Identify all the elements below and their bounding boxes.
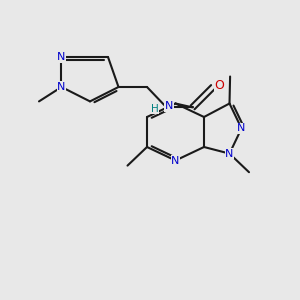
Text: N: N — [165, 101, 173, 111]
Text: H: H — [151, 104, 159, 114]
Text: O: O — [215, 79, 224, 92]
Text: N: N — [237, 123, 246, 134]
Text: N: N — [225, 148, 234, 159]
Text: N: N — [171, 155, 180, 166]
Text: N: N — [57, 82, 66, 92]
Text: N: N — [57, 52, 66, 62]
